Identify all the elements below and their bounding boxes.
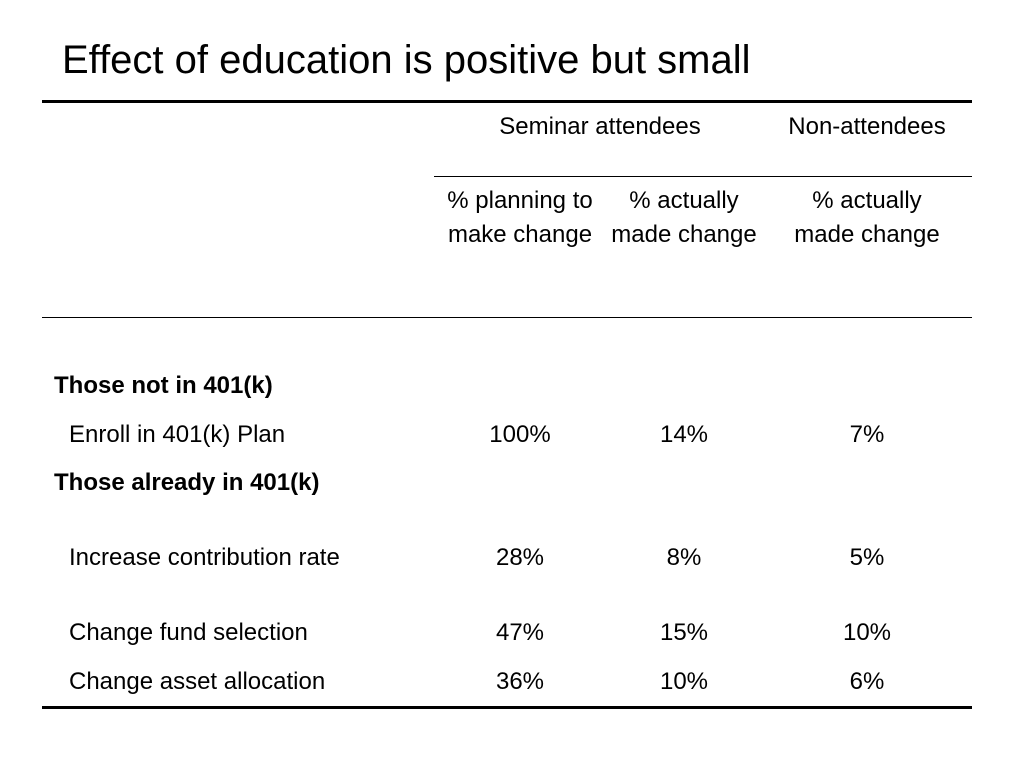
table-top-rule — [42, 100, 972, 103]
column-header-actual-non: % actually made change — [794, 187, 940, 248]
column-header-planning: % planning to make change — [447, 187, 593, 248]
cell-planning: 28% — [495, 544, 545, 571]
row-label: Change fund selection — [69, 619, 308, 646]
cell-actual-seminar: 10% — [659, 668, 709, 695]
cell-actual-non: 10% — [842, 619, 892, 646]
group-header-rule — [434, 176, 972, 177]
row-label: Increase contribution rate — [69, 544, 340, 571]
row-label: Change asset allocation — [69, 668, 326, 695]
cell-planning: 100% — [489, 421, 551, 448]
row-label: Enroll in 401(k) Plan — [69, 421, 286, 448]
cell-planning: 47% — [495, 619, 545, 646]
cell-planning: 36% — [495, 668, 545, 695]
cell-actual-non: 7% — [849, 421, 885, 448]
cell-actual-seminar: 15% — [659, 619, 709, 646]
cell-actual-non: 6% — [849, 668, 885, 695]
section-label: Those not in 401(k) — [54, 372, 273, 399]
column-header-actual-seminar: % actually made change — [611, 187, 757, 248]
group-header-seminar: Seminar attendees — [499, 113, 701, 140]
cell-actual-non: 5% — [849, 544, 885, 571]
cell-actual-seminar: 14% — [659, 421, 709, 448]
group-header-non-attendees: Non-attendees — [788, 113, 946, 140]
cell-actual-seminar: 8% — [666, 544, 702, 571]
slide-title: Effect of education is positive but smal… — [62, 38, 751, 82]
section-label: Those already in 401(k) — [54, 469, 320, 496]
header-bottom-rule — [42, 317, 972, 318]
table-bottom-rule — [42, 706, 972, 709]
